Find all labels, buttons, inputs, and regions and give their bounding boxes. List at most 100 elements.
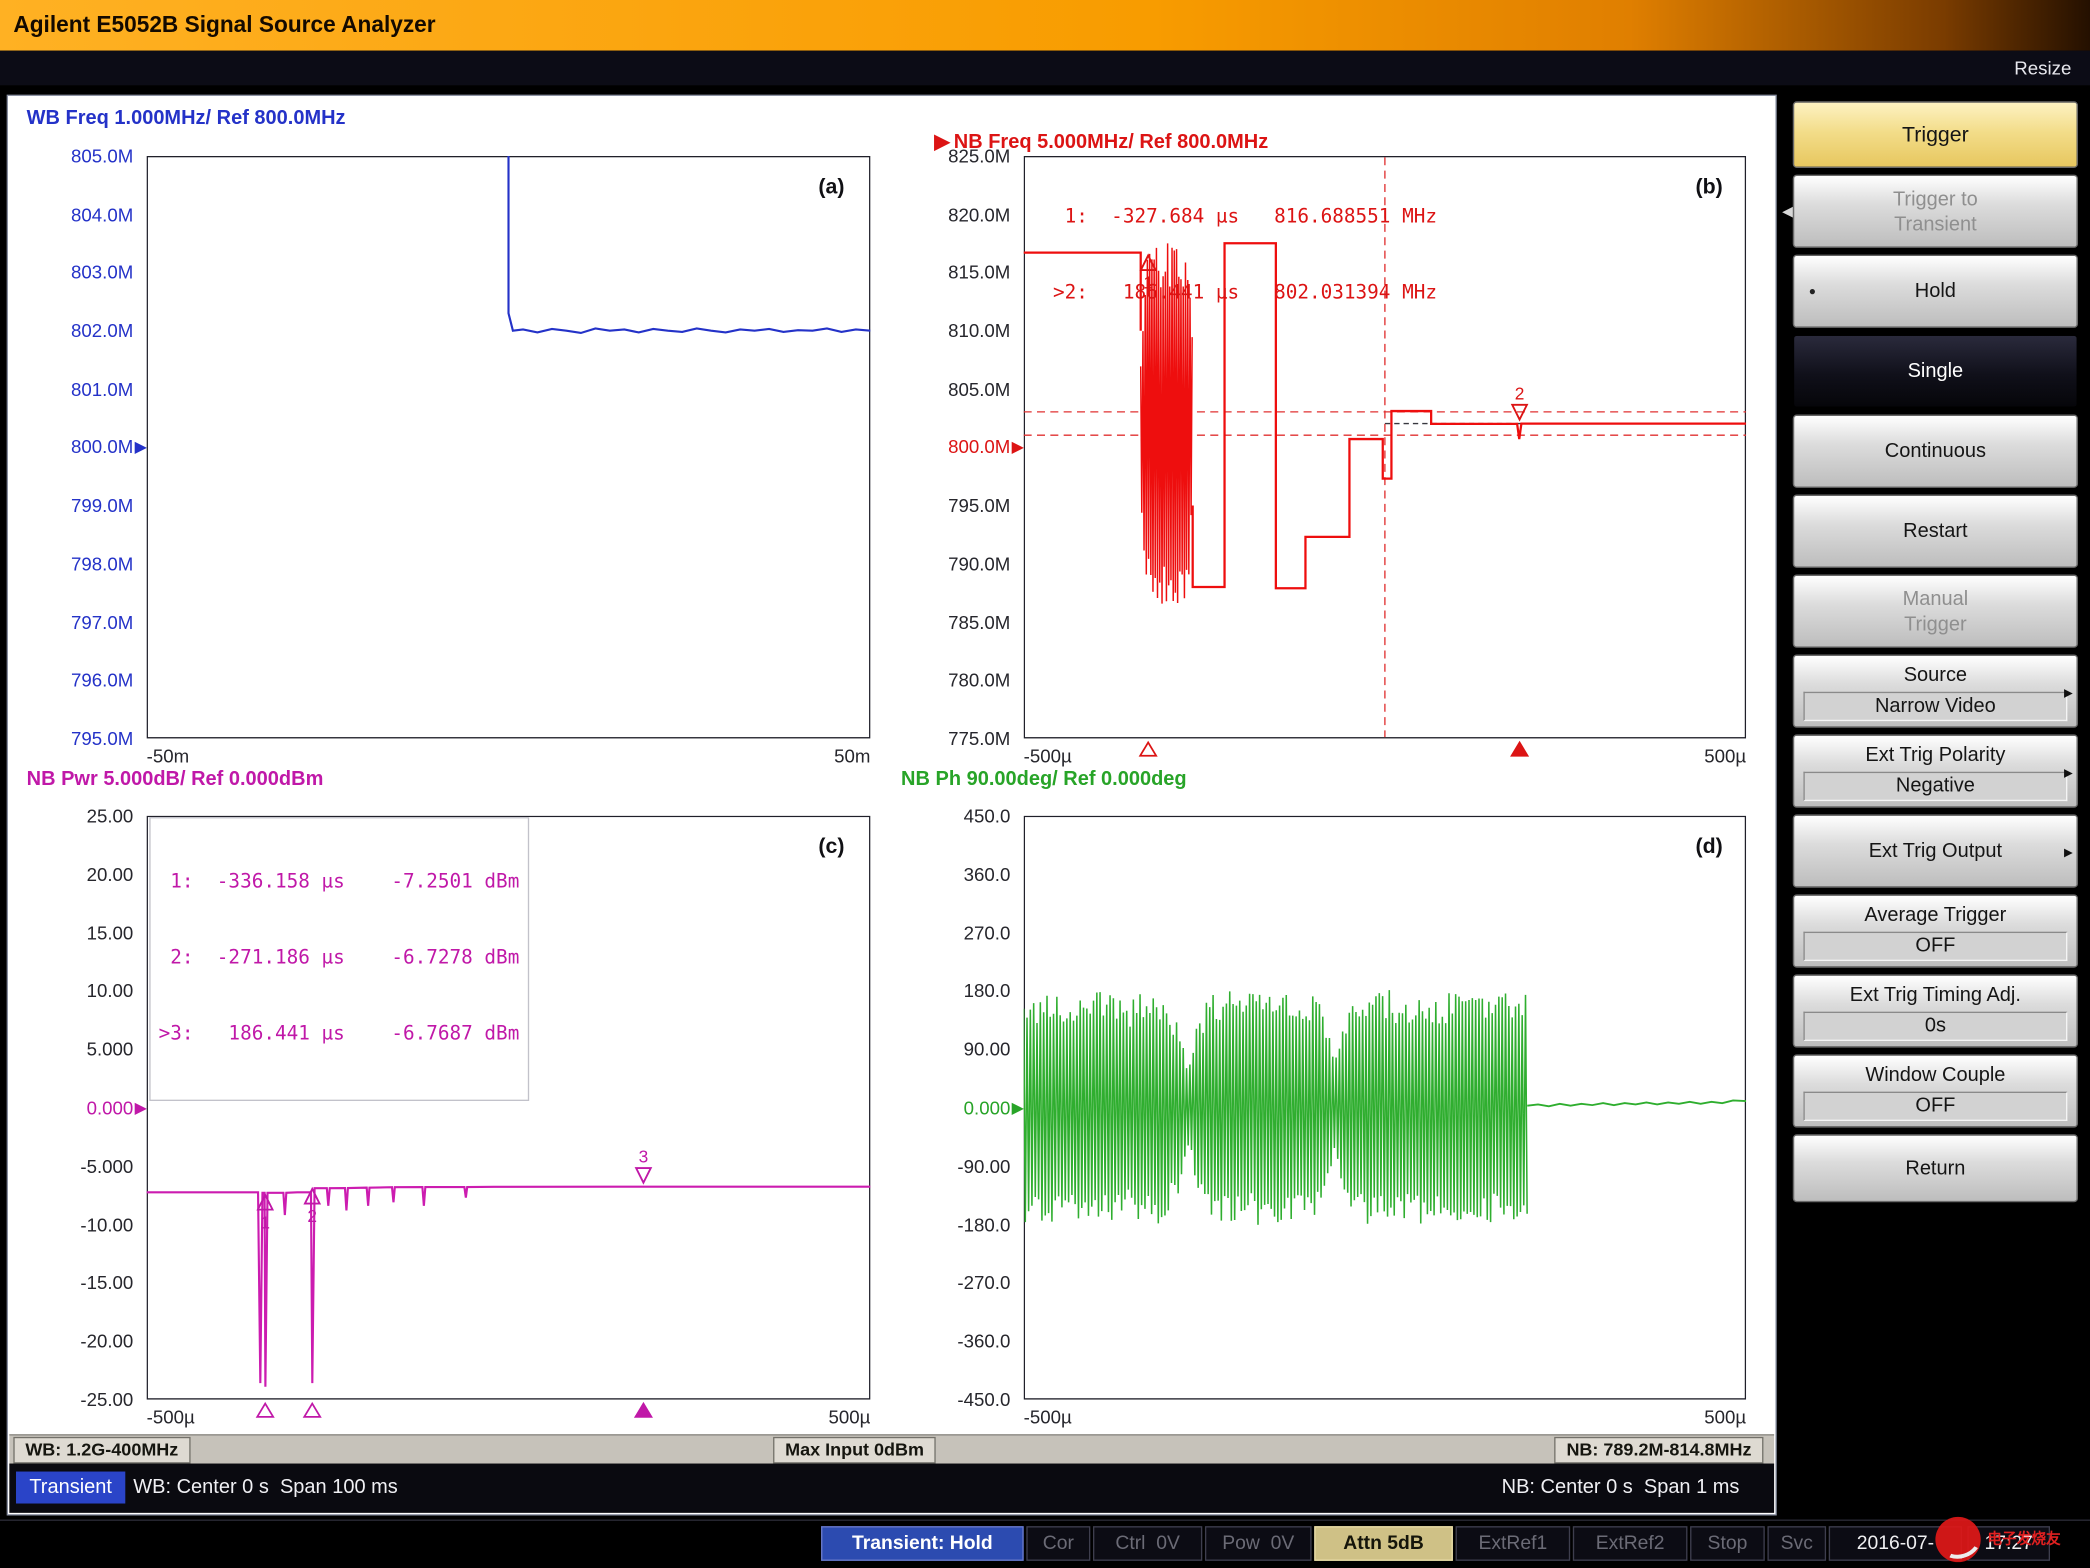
menu-item-hold[interactable]: ● Hold [1793,255,2078,328]
y-tick-label: 5.000 [19,1037,134,1061]
analyzer-app: Agilent E5052B Signal Source Analyzer Re… [0,0,2090,1568]
plot-d-canvas[interactable] [1024,816,1746,1418]
y-tick-label: 802.0M [19,319,134,343]
watermark-logo: 电子发烧友 [1935,1514,2090,1567]
y-tick-label: 798.0M [19,552,134,576]
menu-item-source[interactable]: Source Narrow Video ▸ [1793,654,2078,727]
watermark-swoosh-icon [1937,1523,1984,1563]
range-bar: WB: 1.2G-400MHz Max Input 0dBm NB: 789.2… [9,1434,1774,1465]
y-tick-label: 360.0 [896,862,1011,886]
analyzer-screen: WB Freq 1.000MHz/ Ref 800.0MHz 805.0M804… [8,96,1775,1514]
menu-item-return[interactable]: Return [1793,1134,2078,1202]
y-tick-label: -360.0 [896,1329,1011,1353]
y-tick-label: 0.000 [19,1096,134,1120]
nb-range-indicator: NB: 789.2M-814.8MHz [1554,1437,1763,1464]
plot-a-canvas[interactable] [147,156,871,757]
menu-back-arrow-icon: ◀ [1782,203,1793,220]
menu-item-ext-trig-output[interactable]: Ext Trig Output ▸ [1793,814,2078,887]
submenu-arrow-icon: ▸ [2064,678,2073,703]
menu-item-single[interactable]: Single [1793,335,2078,408]
y-tick-label: 15.00 [19,920,134,944]
x-min-label: -50m [147,745,190,766]
x-max-label: 50m [834,745,870,766]
ref-level-marker-icon: ▶ [1012,436,1024,457]
menu-item-restart[interactable]: Restart [1793,495,2078,568]
plot-d-title: NB Ph 90.00deg/ Ref 0.000deg [901,768,1187,791]
window-controls-bar: Resize [0,51,2090,86]
marker-readout-line: >2: 186.441 µs 802.031394 MHz [1053,281,1437,306]
y-tick-label: 800.0M [896,435,1011,459]
y-tick-label: 805.0M [19,144,134,168]
y-tick-label: 90.00 [896,1037,1011,1061]
y-tick-label: 795.0M [896,493,1011,517]
menu-item-window-couple[interactable]: Window Couple OFF [1793,1054,2078,1127]
stop-indicator: Stop [1690,1526,1765,1561]
plot-a-y-axis: 805.0M804.0M803.0M802.0M801.0M800.0M799.… [19,144,134,750]
y-tick-label: 775.0M [896,726,1011,750]
menu-value-ext-trig-polarity: Negative [1803,771,2067,800]
wb-range-indicator: WB: 1.2G-400MHz [13,1437,190,1464]
menu-item-ext-trig-polarity[interactable]: Ext Trig Polarity Negative ▸ [1793,734,2078,807]
trigger-status-indicator[interactable]: Transient: Hold [821,1526,1024,1561]
svg-text:3: 3 [639,1147,649,1167]
plot-a-x-axis: -50m 50m [147,745,871,766]
plot-b-x-axis: -500µ 500µ [1024,745,1746,766]
plot-d-y-axis: 450.0360.0270.0180.090.000.000-90.00-180… [896,804,1011,1412]
y-tick-label: 796.0M [19,668,134,692]
plot-d-x-axis: -500µ 500µ [1024,1406,1746,1427]
selected-bullet-icon: ● [1809,279,1816,304]
y-tick-label: 805.0M [896,377,1011,401]
y-tick-label: 20.00 [19,862,134,886]
y-tick-label: -450.0 [896,1388,1011,1412]
menu-item-continuous[interactable]: Continuous [1793,415,2078,488]
plot-c-title: NB Pwr 5.000dB/ Ref 0.000dBm [27,768,324,791]
y-tick-label: -20.00 [19,1329,134,1353]
marker-readout-line: 1: -327.684 µs 816.688551 MHz [1053,205,1437,230]
softkey-menu: ◀ Trigger Trigger to Transient ● Hold Si… [1781,96,2090,1568]
y-tick-label: 10.00 [19,979,134,1003]
plot-d-tag: (d) [1695,836,1722,860]
y-tick-label: 797.0M [19,610,134,634]
svc-indicator: Svc [1767,1526,1826,1561]
y-tick-label: -25.00 [19,1388,134,1412]
menu-value-average-trigger: OFF [1803,931,2067,960]
watermark-text: 电子发烧友 [1987,1528,2060,1549]
watermark-circle-icon [1935,1517,1980,1562]
x-max-label: 500µ [828,1406,870,1427]
submenu-arrow-icon: ▸ [2064,758,2073,783]
menu-value-ext-trig-timing: 0s [1803,1011,2067,1040]
y-tick-label: 270.0 [896,920,1011,944]
ctrl-voltage-indicator: Ctrl 0V [1093,1526,1202,1561]
window-titlebar: Agilent E5052B Signal Source Analyzer [0,0,2090,51]
x-min-label: -500µ [1024,1406,1072,1427]
y-tick-label: 795.0M [19,726,134,750]
plot-b-marker-readout: 1: -327.684 µs 816.688551 MHz >2: 186.44… [1053,155,1437,358]
extref2-indicator: ExtRef2 [1573,1526,1688,1561]
y-tick-label: 803.0M [19,260,134,284]
menu-value-window-couple: OFF [1803,1091,2067,1120]
y-tick-label: -180.0 [896,1212,1011,1236]
menu-item-ext-trig-timing-adj[interactable]: Ext Trig Timing Adj. 0s [1793,974,2078,1047]
y-tick-label: 800.0M [19,435,134,459]
y-tick-label: 785.0M [896,610,1011,634]
plot-c-x-axis: -500µ 500µ [147,1406,871,1427]
y-tick-label: 790.0M [896,552,1011,576]
menu-item-average-trigger[interactable]: Average Trigger OFF [1793,894,2078,967]
y-tick-label: 450.0 [896,804,1011,828]
plot-b-tag: (b) [1695,176,1722,200]
extref1-indicator: ExtRef1 [1456,1526,1571,1561]
y-tick-label: 825.0M [896,144,1011,168]
y-tick-label: 810.0M [896,319,1011,343]
x-max-label: 500µ [1704,1406,1746,1427]
resize-button[interactable]: Resize [2014,51,2071,86]
x-max-label: 500µ [1704,745,1746,766]
window-title: Agilent E5052B Signal Source Analyzer [13,0,435,51]
plot-a-tag: (a) [818,176,844,200]
submenu-arrow-icon: ▸ [2064,838,2073,863]
ref-level-marker-icon: ▶ [1012,1097,1024,1118]
y-tick-label: -5.000 [19,1154,134,1178]
nb-sweep-info: NB: Center 0 s Span 1 ms [1502,1472,1740,1504]
y-tick-label: -15.00 [19,1271,134,1295]
plot-a-title: WB Freq 1.000MHz/ Ref 800.0MHz [27,107,346,130]
plot-c-tag: (c) [818,836,844,860]
